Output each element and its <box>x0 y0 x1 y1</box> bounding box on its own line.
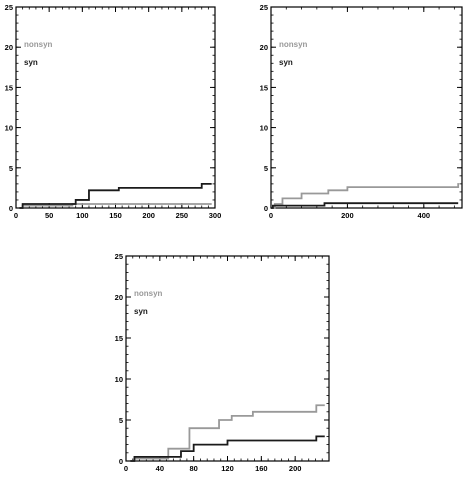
y-tick-label: 5 <box>9 164 13 173</box>
plot-frame <box>15 6 216 209</box>
series-line-nonsyn <box>271 183 460 209</box>
x-tick-label: 100 <box>76 211 89 220</box>
y-tick-label: 25 <box>260 3 268 12</box>
x-tick-label: 200 <box>341 211 354 220</box>
y-tick-label: 10 <box>115 375 123 384</box>
y-tick-label: 15 <box>260 83 268 92</box>
y-tick-label: 0 <box>9 204 13 213</box>
y-tick-label: 25 <box>5 3 13 12</box>
y-tick-label: 15 <box>5 83 13 92</box>
x-tick-label: 250 <box>176 211 189 220</box>
x-tick-label: 200 <box>289 464 302 473</box>
y-tick-label: 20 <box>260 43 268 52</box>
chart-panel-bottom: 0 40 80 120 160 200 0 5 10 15 20 25 nonsyn syn <box>115 252 330 473</box>
y-tick-label: 0 <box>119 457 123 466</box>
legend-label-syn: syn <box>24 58 38 67</box>
plot-frame <box>125 255 330 462</box>
x-tick-label: 300 <box>209 211 222 220</box>
legend-label-syn: syn <box>279 58 293 67</box>
y-tick-label: 20 <box>115 293 123 302</box>
x-tick-label: 200 <box>142 211 155 220</box>
chart-panel-top-right: 0 200 400 0 5 10 15 20 25 nonsyn syn <box>260 3 463 220</box>
series-line-nonsyn <box>130 404 325 462</box>
legend-label-nonsyn: nonsyn <box>24 40 53 49</box>
x-tick-label: 400 <box>418 211 431 220</box>
x-tick-label: 50 <box>45 211 53 220</box>
x-tick-label: 80 <box>189 464 197 473</box>
y-tick-label: 0 <box>264 204 268 213</box>
y-tick-label: 5 <box>119 416 123 425</box>
y-tick-label: 15 <box>115 334 123 343</box>
legend-label-syn: syn <box>134 307 148 316</box>
x-tick-label: 160 <box>255 464 268 473</box>
y-tick-label: 25 <box>115 252 123 261</box>
plot-frame <box>270 6 463 209</box>
y-tick-label: 5 <box>264 164 268 173</box>
x-tick-label: 0 <box>124 464 128 473</box>
series-line-syn <box>19 182 212 209</box>
y-tick-label: 10 <box>5 124 13 133</box>
legend-label-nonsyn: nonsyn <box>134 289 163 298</box>
series-line-syn <box>130 435 325 462</box>
chart-panel-top-left: 0 50 100 150 200 250 300 0 5 10 15 20 25 nonsyn syn <box>5 3 222 220</box>
legend-label-nonsyn: nonsyn <box>279 40 308 49</box>
series-line-syn <box>271 202 459 209</box>
x-tick-label: 40 <box>156 464 164 473</box>
y-tick-label: 20 <box>5 43 13 52</box>
x-tick-label: 150 <box>109 211 122 220</box>
y-tick-label: 10 <box>260 124 268 133</box>
x-tick-label: 0 <box>14 211 18 220</box>
x-tick-label: 0 <box>269 211 273 220</box>
x-tick-label: 120 <box>221 464 234 473</box>
